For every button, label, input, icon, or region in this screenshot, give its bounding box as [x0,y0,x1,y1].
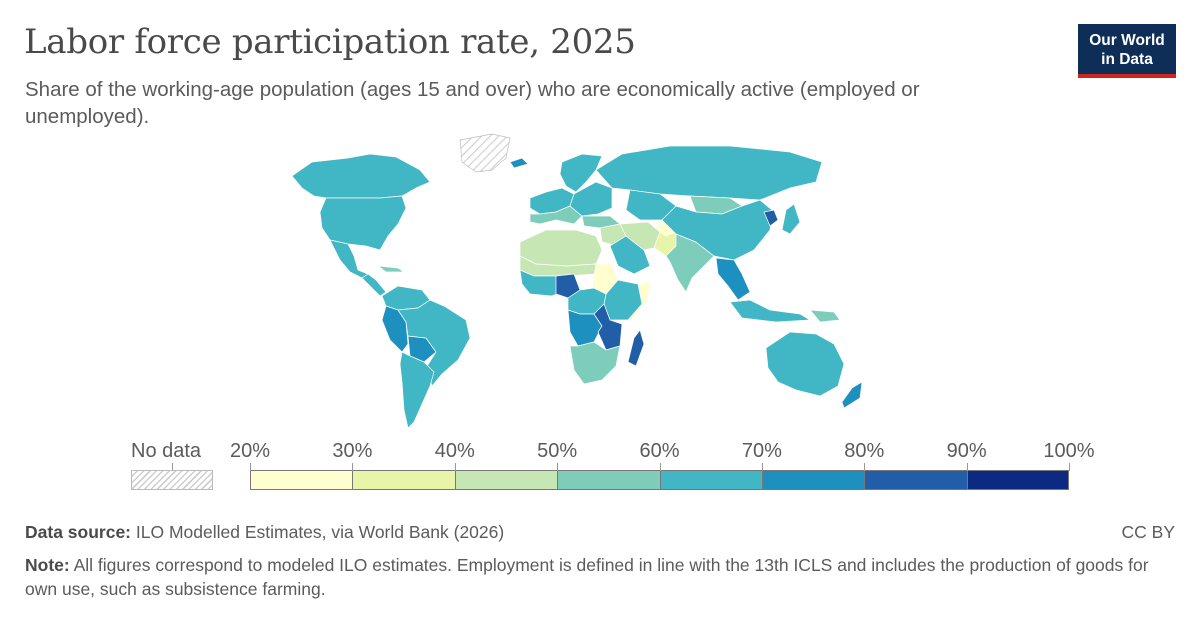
map-region-southern-europe[interactable]: Southern Europe [529,205,583,225]
map-region-new-zealand[interactable]: New Zealand [841,381,863,409]
legend-tick-label: 100% [1043,440,1095,462]
legend-tick-mark [864,463,866,471]
legend-bin-8[interactable] [966,470,1069,490]
chart-note: Note: All figures correspond to modeled … [25,553,1175,601]
map-region-dr-congo[interactable]: DR Congo [567,309,603,347]
data-source-text[interactable]: ILO Modelled Estimates, via World Bank (… [135,522,505,542]
map-region-indonesia[interactable]: Indonesia [729,299,811,323]
legend-tick-mark [1069,463,1070,471]
legend-tick-mark [761,463,763,471]
logo-line-1: Our World [1089,32,1165,49]
note-text: All figures correspond to modeled ILO es… [25,555,1149,599]
map-region-madagascar[interactable]: Madagascar [627,329,645,367]
map-region-united-states[interactable]: United States [319,195,407,251]
legend-tick-label: 40% [434,440,475,462]
legend-tick-label: 90% [946,440,987,462]
world-map[interactable]: CanadaUnited StatesGreenlandMexicoCentra… [230,124,870,434]
legend-bin-2[interactable] [352,470,456,490]
map-region-scandinavia[interactable]: Scandinavia [559,153,603,193]
map-region-iceland[interactable]: Iceland [509,157,529,169]
legend-tick-mark [966,463,968,471]
legend-tick-label: 60% [639,440,680,462]
map-region-greenland[interactable]: Greenland [459,133,511,173]
logo-line-2: in Data [1101,51,1153,68]
legend-no-data-label: No data [131,440,202,462]
legend-tick-mark [352,463,354,471]
map-region-central-america[interactable]: Central America [361,273,387,297]
page-title: Labor force participation rate, 2025 [24,22,636,62]
note-label: Note: [25,555,70,575]
legend-tick-label: 70% [741,440,782,462]
legend-tick-mark [659,463,661,471]
legend-bin-7[interactable] [864,470,968,490]
map-region-papua-new-guinea[interactable]: Papua New Guinea [809,309,841,323]
map-region-north-africa[interactable]: North Africa [519,229,603,267]
map-region-canada[interactable]: Canada [291,153,431,199]
legend-tick-mark [454,463,456,471]
map-region-north-korea[interactable]: North Korea [763,209,779,227]
legend-tick-label: 50% [537,440,578,462]
data-source-label: Data source: [25,522,132,542]
legend-tick-label: 30% [332,440,373,462]
owid-logo[interactable]: Our World in Data [1078,24,1176,78]
page-subtitle: Share of the working-age population (age… [25,78,920,128]
legend-bin-6[interactable] [761,470,866,490]
legend-bin-5[interactable] [659,470,763,490]
map-region-caribbean[interactable]: Caribbean [377,265,405,273]
map-region-australia[interactable]: Australia [765,331,845,397]
map-region-brazil[interactable]: Brazil [397,299,471,387]
legend-tick-label: 80% [844,440,885,462]
map-region-southern-africa[interactable]: Southern Africa [569,341,621,385]
legend-bin-4[interactable] [557,470,661,490]
legend-tick-label: 20% [229,440,271,462]
legend-bin-1[interactable] [250,470,354,490]
legend-no-data-swatch[interactable] [131,470,213,490]
legend-no-data-tick [172,463,173,471]
license[interactable]: CC BY [1121,522,1175,542]
map-region-southeast-asia[interactable]: Southeast Asia [715,257,751,301]
legend-bin-3[interactable] [454,470,559,490]
legend-tick-mark [557,463,559,471]
data-source: Data source: ILO Modelled Estimates, via… [25,522,504,543]
map-region-argentina-chile[interactable]: Argentina / Chile [399,351,435,429]
map-region-japan[interactable]: Japan [781,203,801,235]
legend-tick-mark [250,463,251,471]
map-region-eastern-europe[interactable]: Eastern Europe [569,181,613,217]
